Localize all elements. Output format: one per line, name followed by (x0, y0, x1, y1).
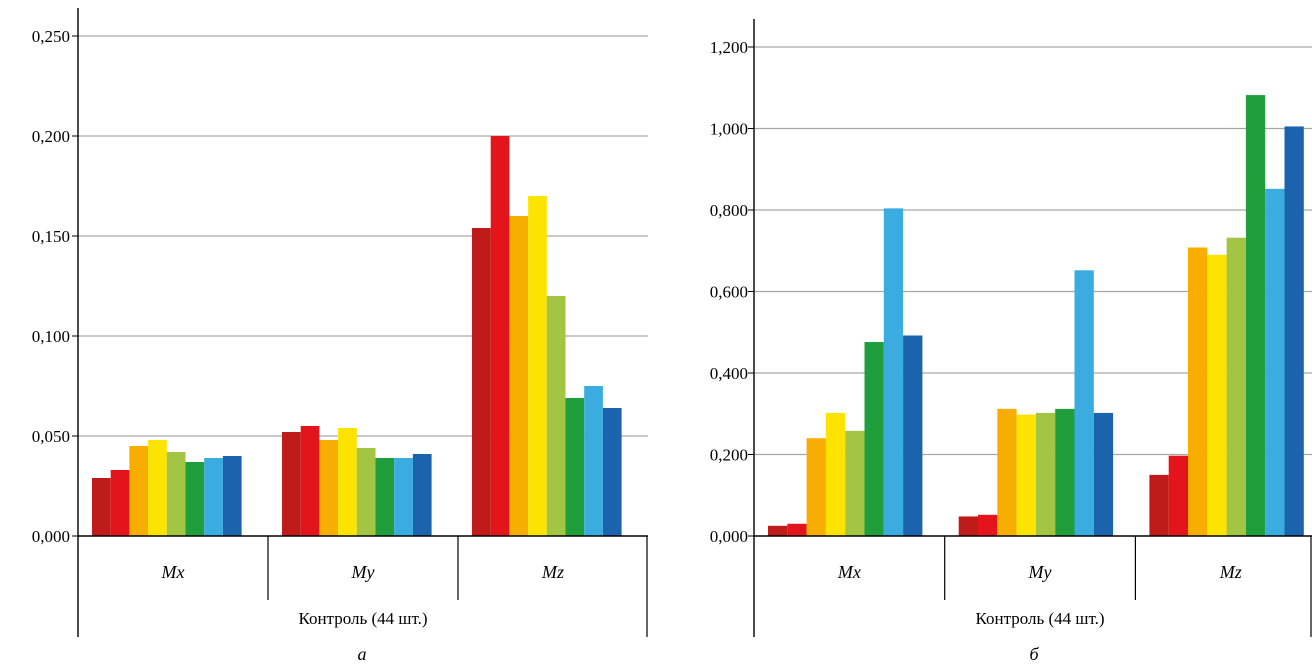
bar-my-5 (356, 448, 376, 536)
group-label: Контроль (44 шт.) (976, 609, 1105, 628)
bar-mx-8 (222, 456, 242, 536)
bar-mx-7 (204, 458, 223, 536)
bar-mz-4 (1207, 254, 1227, 536)
bar-my-3 (997, 408, 1017, 536)
group-label: Контроль (44 шт.) (298, 609, 427, 628)
bar-mz-5 (546, 296, 566, 536)
y-tick-label: 0,200 (710, 446, 748, 465)
y-tick-label: 0,050 (32, 427, 70, 446)
panel-label: а (358, 644, 367, 664)
bar-mx-8 (903, 335, 923, 536)
y-tick-label: 0,400 (710, 364, 748, 383)
bar-mz-2 (1168, 455, 1188, 536)
bar-mx-4 (148, 440, 167, 536)
bar-my-4 (1016, 414, 1036, 536)
y-tick-label: 0,150 (32, 227, 70, 246)
bar-mz-1 (1149, 474, 1169, 536)
bar-mx-7 (883, 208, 904, 536)
chart-panel-1: 0,000 0,050 0,100 0,150 0,200 0,250 Mx My Mz Конт… (32, 8, 648, 664)
y-tick-label: 0,100 (32, 327, 70, 346)
y-tick-label: 0,800 (710, 201, 748, 220)
category-label-my: My (1028, 562, 1052, 582)
bar-my-1 (958, 516, 978, 536)
panel-label: б (1029, 644, 1039, 664)
bar-my-1 (282, 432, 301, 536)
bar-mz-1 (472, 228, 491, 536)
bar-mz-4 (528, 196, 547, 536)
bar-mx-6 (185, 462, 205, 536)
bar-mx-5 (166, 452, 186, 536)
bar-my-4 (338, 428, 357, 536)
bar-mx-2 (110, 470, 130, 536)
bar-mz-6 (565, 398, 585, 536)
category-label-mx: Mx (837, 562, 861, 582)
bar-mx-1 (768, 525, 788, 536)
bar-my-6 (1055, 408, 1075, 536)
bar-mz-8 (1284, 126, 1304, 537)
bar-mz-6 (1245, 95, 1266, 537)
bar-my-7 (394, 458, 413, 536)
bar-my-6 (375, 458, 395, 536)
bar-my-8 (1093, 412, 1114, 536)
bar-mz-3 (1188, 247, 1208, 537)
y-tick-label: 1,000 (710, 120, 748, 139)
bar-mz-7 (584, 386, 603, 536)
bar-mx-3 (129, 446, 149, 536)
bar-mz-8 (602, 408, 622, 536)
y-tick-label: 0,000 (32, 527, 70, 546)
bar-my-5 (1035, 412, 1056, 536)
bar-mx-2 (787, 523, 807, 536)
bar-mx-5 (845, 430, 865, 536)
bar-mx-3 (806, 438, 826, 536)
bar-mx-6 (864, 342, 884, 536)
bar-mz-7 (1265, 188, 1285, 536)
category-label-mz: Mz (1219, 562, 1242, 582)
bar-my-7 (1074, 270, 1094, 536)
bar-mx-1 (92, 478, 111, 536)
bar-my-3 (319, 440, 339, 536)
category-label-mx: Mx (161, 562, 185, 582)
y-tick-label: 0,250 (32, 27, 70, 46)
bar-mz-5 (1226, 237, 1246, 536)
bar-mz-3 (509, 216, 529, 536)
category-label-mz: Mz (541, 562, 564, 582)
y-tick-label: 0,000 (710, 527, 748, 546)
bar-my-2 (300, 426, 320, 536)
bar-my-2 (978, 514, 998, 536)
bar-mx-4 (825, 412, 846, 536)
y-tick-label: 0,600 (710, 283, 748, 302)
bar-mz-2 (490, 136, 510, 536)
y-tick-label: 1,200 (710, 38, 748, 57)
category-label-my: My (351, 562, 375, 582)
chart-panel-2: 0,000 0,200 0,400 0,600 0,800 1,000 1,200 Mx My M… (710, 19, 1312, 664)
y-tick-label: 0,200 (32, 127, 70, 146)
bar-my-8 (412, 454, 432, 536)
